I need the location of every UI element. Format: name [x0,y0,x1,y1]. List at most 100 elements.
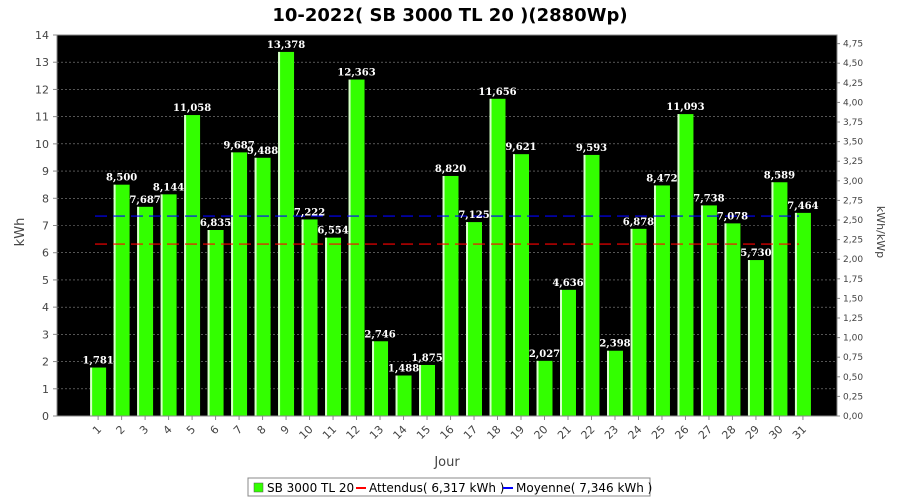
data-label: 2,746 [364,329,395,340]
data-labels: 1,781 8,500 7,687 8,144 11,058 6,835 9,6879,48… [82,40,818,375]
bar [325,237,342,416]
y-tick-label: 0 [42,410,49,423]
bar [231,152,248,416]
x-tick-label: 18 [485,423,504,442]
y2-tick-label: 2,25 [843,236,863,246]
bar [794,212,811,416]
legend-item-bars: SB 3000 TL 20 [267,481,354,495]
data-label: 7,464 [787,201,818,212]
y2-tick-label: 0,25 [843,392,863,402]
bar [560,289,576,416]
bar [583,154,600,416]
bar-highlight [207,229,210,416]
reference-lines [95,215,799,245]
legend-box [247,477,651,497]
y-tick-label: 12 [35,83,49,96]
bar [160,194,177,416]
x-tick-label: 3 [137,423,151,437]
bar [372,341,389,416]
x-tick-label: 11 [320,423,339,442]
x-tick-label: 30 [766,423,785,442]
x-tick-label: 5 [184,423,198,437]
data-label: 12,363 [337,68,375,79]
bar [207,229,224,416]
x-tick-label: 24 [626,423,645,442]
x-tick-label: 20 [532,423,551,442]
bar-highlight [606,350,609,416]
bar [489,98,506,416]
data-label: 8,472 [646,173,677,184]
bar-highlight [771,182,774,416]
y-tick-label: 9 [42,165,49,178]
data-label: 9,593 [576,143,607,154]
x-tick-label: 6 [208,423,222,437]
data-label: 5,730 [740,248,771,259]
bar [653,185,670,416]
bar [724,223,741,416]
bar-highlight [794,212,797,416]
x-tick-label: 28 [719,423,738,442]
y2-tick-label: 3,00 [843,177,863,187]
bar [90,367,107,416]
bar-highlight [137,206,140,416]
data-label: 6,835 [200,218,231,229]
plot-border [56,34,838,417]
x-tick-label: 10 [297,423,316,442]
data-label: 1,488 [388,364,419,375]
bar-highlight [419,364,422,416]
bar [630,228,647,416]
bar-highlight [747,260,750,416]
bar [348,79,365,416]
bar [254,157,271,416]
data-label: 1,781 [82,356,113,367]
bar-highlight [278,51,281,417]
bar-highlight [560,289,563,416]
chart-title: 10-2022( SB 3000 TL 20 )(2880Wp) [272,5,627,26]
data-label: 7,687 [129,195,160,206]
bar-highlight [630,228,633,416]
y2-tick-label: 1,75 [843,275,863,285]
y2-tick-label: 4,50 [843,59,863,69]
bar [747,260,764,416]
y2-tick-label: 0,50 [843,373,863,383]
bar [536,360,553,416]
data-label: 7,078 [717,211,748,222]
y-tick-label: 2 [42,356,49,369]
y-axis-label: kWh [13,218,28,247]
y2-tick-label: 2,75 [843,196,863,206]
bars [90,51,811,417]
bar-highlight [489,98,492,416]
data-label: 8,589 [764,170,795,181]
bar-highlight [513,154,516,416]
data-label: 2,398 [599,339,630,350]
data-label: 2,027 [529,349,560,360]
bar [395,375,412,416]
bar [606,350,623,416]
bar [771,182,788,416]
y-tick-label: 6 [42,247,49,260]
y2-axis-label: kWh/kWp [874,206,887,258]
x-tick-label: 23 [602,423,621,442]
bar-highlight [254,157,257,416]
y-tick-label: 11 [35,111,49,124]
data-label: 1,875 [411,353,442,364]
legend-item-average: Moyenne( 7,346 kWh ) [516,481,652,495]
data-label: 7,125 [458,210,489,221]
bar-highlight [395,375,398,416]
bar [513,154,529,416]
x-tick-label: 4 [161,423,175,437]
data-label: 9,687 [223,140,254,151]
bar-highlight [301,219,304,416]
bar-highlight [677,114,680,416]
bar [113,184,130,416]
bar [278,51,295,417]
bar [700,205,717,416]
x-tick-label: 29 [743,423,762,442]
bar-highlight [160,194,163,416]
y2-tick-label: 4,75 [843,40,863,50]
bar-highlight [536,360,539,416]
x-tick-label: 26 [672,423,691,442]
x-tick-label: 19 [508,423,527,442]
data-label: 6,878 [623,217,654,228]
